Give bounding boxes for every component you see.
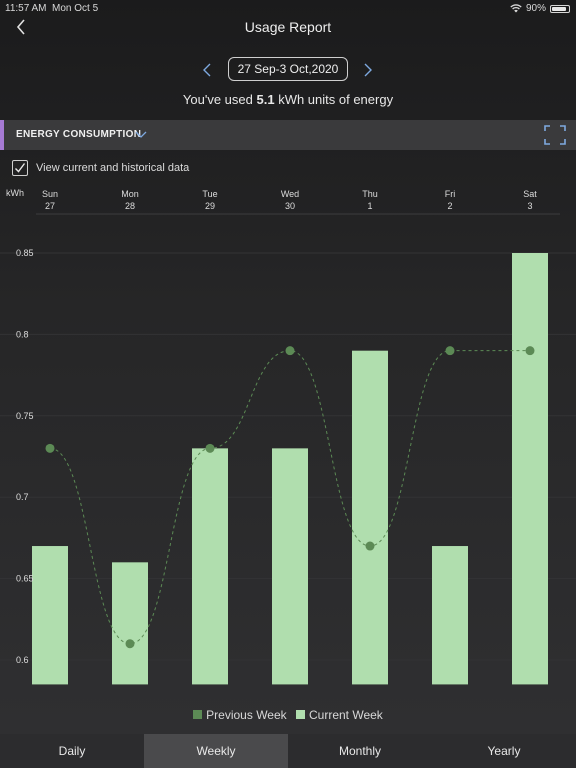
current-week-bar[interactable]: [352, 350, 388, 685]
day-label: Mon: [121, 189, 139, 199]
next-week-button[interactable]: [358, 59, 378, 81]
wifi-icon: [510, 4, 522, 13]
current-week-bar[interactable]: [512, 253, 548, 685]
y-tick-label: 0.65: [16, 574, 34, 584]
current-week-bar[interactable]: [432, 546, 468, 685]
usage-suffix: kWh units of energy: [278, 92, 394, 107]
date-label: 1: [367, 201, 372, 211]
day-label: Thu: [362, 189, 378, 199]
y-tick-label: 0.6: [16, 655, 29, 665]
fullscreen-icon: [544, 125, 566, 145]
section-header: ENERGY CONSUMPTION: [0, 120, 576, 150]
checkmark-icon: [15, 163, 26, 173]
status-right: 90%: [510, 3, 570, 14]
tab-daily[interactable]: Daily: [58, 744, 86, 758]
legend-current-week[interactable]: Current Week: [296, 708, 383, 722]
previous-week-button[interactable]: [197, 59, 217, 81]
previous-week-swatch: [193, 710, 203, 719]
period-tab-bar: Daily Weekly Monthly Yearly: [0, 734, 576, 768]
chevron-down-icon: [135, 131, 147, 138]
legend-current-label: Current Week: [309, 708, 383, 722]
chevron-left-icon: [16, 19, 25, 35]
previous-week-point[interactable]: [205, 443, 215, 453]
previous-week-point[interactable]: [525, 346, 535, 356]
battery-level: [552, 6, 567, 11]
battery-percent: 90%: [525, 3, 546, 14]
historical-data-label: View current and historical data: [36, 162, 190, 174]
y-axis-unit-label: kWh: [6, 188, 24, 198]
date-label: 29: [205, 201, 215, 211]
status-time: 11:57 AM: [5, 3, 47, 14]
chevron-left-icon: [203, 63, 211, 77]
status-bar: 11:57 AM Mon Oct 5 90%: [0, 0, 576, 16]
date-label: 3: [527, 201, 532, 211]
usage-prefix: You've used: [182, 92, 253, 107]
tab-weekly[interactable]: Weekly: [144, 734, 288, 768]
previous-week-point[interactable]: [125, 639, 135, 649]
y-tick-label: 0.7: [16, 492, 29, 502]
day-label: Sat: [523, 189, 537, 199]
previous-week-point[interactable]: [445, 346, 455, 356]
nav-bar: Usage Report: [0, 16, 576, 42]
day-label: Wed: [281, 189, 299, 199]
fullscreen-button[interactable]: [544, 125, 566, 145]
section-accent-bar: [0, 120, 4, 150]
date-selector: 27 Sep-3 Oct,2020: [0, 57, 576, 83]
current-week-bar[interactable]: [112, 562, 148, 685]
tab-yearly[interactable]: Yearly: [487, 744, 521, 758]
y-tick-label: 0.8: [16, 329, 29, 339]
date-label: 30: [285, 201, 295, 211]
status-date: Mon Oct 5: [52, 3, 99, 14]
date-range-button[interactable]: 27 Sep-3 Oct,2020: [228, 57, 348, 81]
date-label: 28: [125, 201, 135, 211]
date-label: 2: [447, 201, 452, 211]
day-label: Fri: [445, 189, 456, 199]
legend-previous-label: Previous Week: [206, 708, 287, 722]
previous-week-point[interactable]: [45, 443, 55, 453]
y-tick-label: 0.75: [16, 411, 34, 421]
previous-week-point[interactable]: [365, 541, 375, 551]
historical-data-toggle[interactable]: View current and historical data: [12, 158, 189, 178]
chart-legend: Previous Week Current Week: [0, 708, 576, 722]
section-dropdown-button[interactable]: [134, 128, 148, 142]
battery-icon: [550, 4, 570, 13]
day-label: Tue: [202, 189, 217, 199]
current-week-bar[interactable]: [192, 448, 228, 685]
page-title: Usage Report: [244, 19, 332, 35]
energy-consumption-chart: kWh Sun 27 Mon 28 Tue 29 Wed 30 Thu 1 Fri 2 Sat 3 0.8…: [0, 188, 576, 685]
chevron-right-icon: [364, 63, 372, 77]
back-button[interactable]: [10, 16, 32, 38]
date-label: 27: [45, 201, 55, 211]
tab-monthly[interactable]: Monthly: [338, 744, 382, 758]
historical-data-checkbox[interactable]: [12, 160, 28, 176]
section-title: ENERGY CONSUMPTION: [16, 129, 142, 140]
legend-previous-week[interactable]: Previous Week: [193, 708, 287, 722]
day-label: Sun: [42, 189, 58, 199]
current-week-bar[interactable]: [32, 546, 68, 685]
current-week-bar[interactable]: [272, 448, 308, 685]
previous-week-point[interactable]: [285, 346, 295, 356]
current-week-swatch: [296, 710, 305, 719]
y-tick-label: 0.85: [16, 248, 34, 258]
usage-summary: You've used 5.1 kWh units of energy: [0, 92, 576, 107]
usage-value: 5.1: [256, 92, 275, 107]
